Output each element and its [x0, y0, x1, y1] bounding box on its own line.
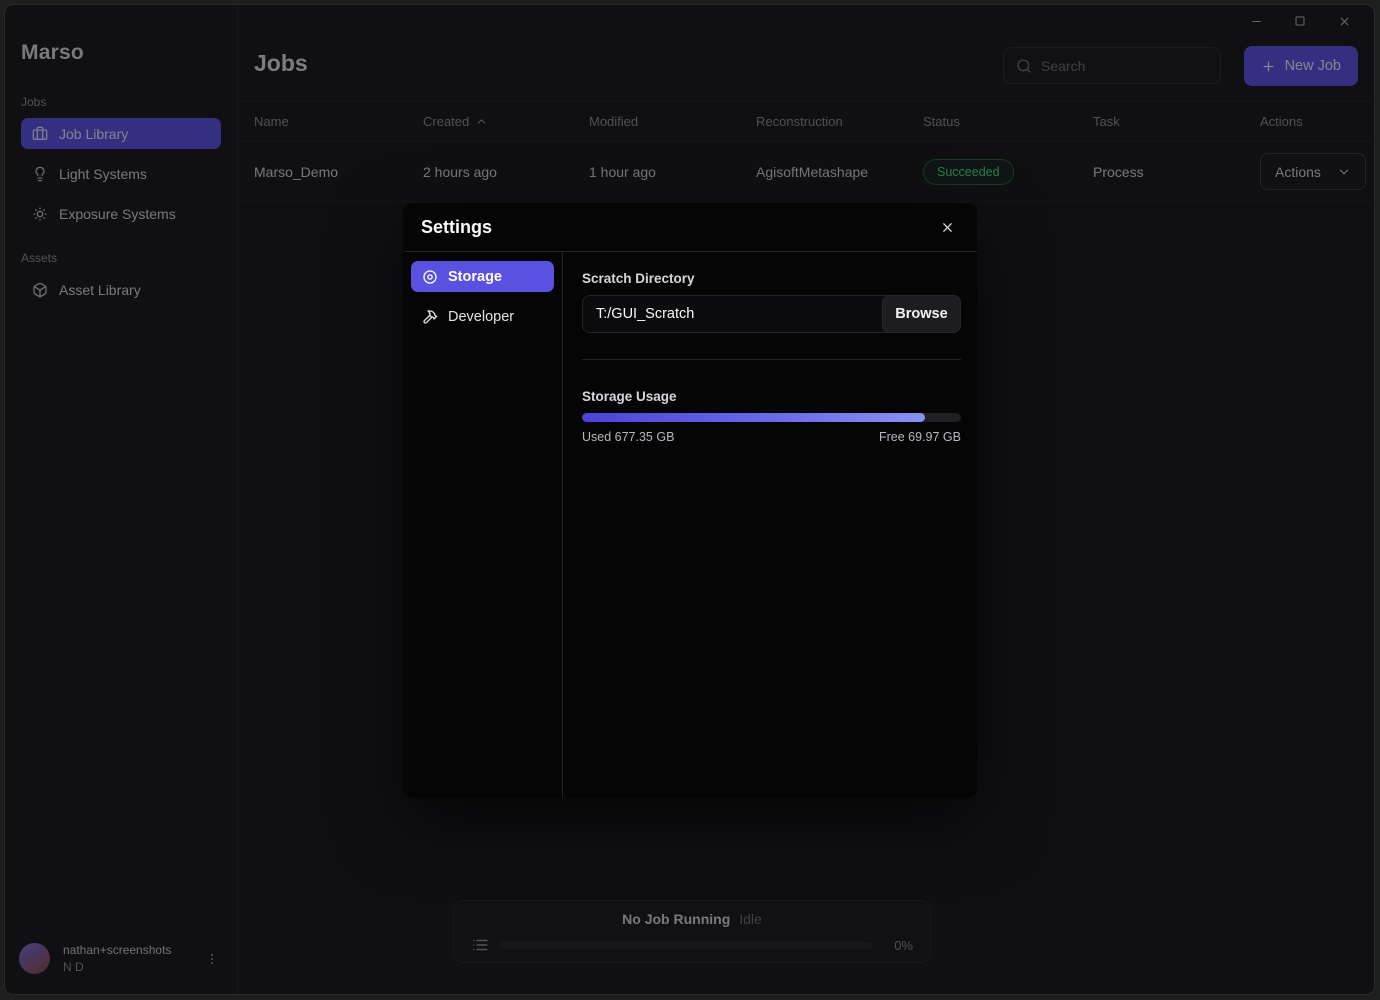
sidebar-item-asset-library[interactable]: Asset Library: [21, 274, 221, 305]
browse-button[interactable]: Browse: [882, 295, 961, 333]
sidebar-item-label: Exposure Systems: [59, 205, 176, 222]
row-actions-button[interactable]: Actions: [1260, 153, 1366, 190]
minimize-icon: [1251, 20, 1261, 22]
search-input[interactable]: [1041, 57, 1191, 74]
section-divider: [582, 359, 961, 360]
settings-modal: Settings Storage Developer Scratch Direc…: [403, 203, 977, 798]
column-header-created[interactable]: Created: [423, 114, 589, 129]
job-progress-percent: 0%: [894, 937, 913, 953]
table-row[interactable]: Marso_Demo 2 hours ago 1 hour ago Agisof…: [238, 142, 1374, 202]
storage-used-label: Used 677.35 GB: [582, 430, 675, 444]
lightbulb-icon: [32, 166, 48, 182]
sidebar-item-job-library[interactable]: Job Library: [21, 118, 221, 149]
cube-icon: [32, 282, 48, 298]
chevron-down-icon: [1339, 169, 1349, 174]
column-header-reconstruction[interactable]: Reconstruction: [756, 114, 843, 129]
disc-icon: [422, 269, 438, 285]
new-job-label: New Job: [1284, 58, 1341, 74]
column-header-status[interactable]: Status: [923, 114, 960, 129]
job-status-title: No Job Running: [622, 911, 731, 927]
tab-developer-label: Developer: [448, 308, 515, 325]
storage-usage-bar: [582, 413, 961, 422]
sidebar: Marso Jobs Job Library Light Systems Exp…: [5, 5, 238, 994]
close-icon: [1340, 17, 1348, 25]
avatar: [19, 943, 50, 974]
storage-usage-label: Storage Usage: [582, 389, 677, 404]
cell-reconstruction: AgisoftMetashape: [756, 163, 869, 180]
cell-created: 2 hours ago: [423, 163, 497, 180]
column-header-name[interactable]: Name: [254, 114, 289, 129]
kebab-menu-icon: [211, 953, 213, 964]
sort-asc-icon: [477, 119, 486, 124]
cell-name: Marso_Demo: [254, 163, 339, 180]
cell-task: Process: [1093, 163, 1144, 180]
user-initials: N D: [63, 960, 84, 974]
column-header-task[interactable]: Task: [1093, 114, 1120, 129]
row-actions-label: Actions: [1275, 163, 1321, 180]
sidebar-item-label: Job Library: [59, 125, 129, 142]
window-minimize-button[interactable]: [1234, 9, 1278, 33]
sidebar-item-light-systems[interactable]: Light Systems: [21, 158, 221, 189]
maximize-icon: [1295, 16, 1305, 26]
storage-free-label: Free 69.97 GB: [879, 430, 961, 444]
window-maximize-button[interactable]: [1278, 9, 1322, 33]
cell-modified: 1 hour ago: [589, 163, 656, 180]
user-account[interactable]: nathan+screenshots N D: [19, 943, 219, 974]
user-name: nathan+screenshots: [63, 943, 172, 957]
sun-icon: [32, 206, 48, 222]
page-title: Jobs: [254, 50, 308, 76]
main-content: Jobs New Job Name Created Modified Recon…: [238, 5, 1374, 994]
window-controls: [1234, 9, 1366, 33]
cell-actions: Actions: [1260, 153, 1366, 190]
settings-tabs: Storage Developer: [403, 252, 563, 798]
column-header-modified[interactable]: Modified: [589, 114, 639, 129]
settings-title: Settings: [421, 216, 493, 237]
app-window: Marso Jobs Job Library Light Systems Exp…: [4, 4, 1375, 995]
sidebar-item-label: Asset Library: [59, 281, 141, 298]
sidebar-section-jobs: Jobs: [21, 95, 47, 109]
job-status-state: Idle: [739, 911, 762, 927]
search-icon: [1017, 58, 1031, 73]
main-header: Jobs New Job: [238, 5, 1374, 101]
scratch-directory-label: Scratch Directory: [582, 271, 695, 286]
job-log-button[interactable]: [471, 936, 489, 954]
job-status-panel: No Job Running Idle 0%: [453, 900, 931, 963]
storage-settings-panel: Scratch Directory Browse Storage Usage U…: [563, 252, 977, 798]
plus-icon: [1263, 61, 1274, 71]
search-box[interactable]: [1003, 47, 1221, 84]
briefcase-icon: [32, 126, 48, 142]
table-header-row: Name Created Modified Reconstruction Sta…: [238, 101, 1374, 142]
storage-usage-fill: [582, 413, 926, 422]
cell-status: Succeeded: [923, 158, 1093, 185]
status-badge: Succeeded: [923, 158, 1014, 185]
list-icon: [472, 939, 488, 951]
sidebar-item-label: Light Systems: [59, 165, 147, 182]
close-icon: [943, 222, 952, 232]
tab-storage-label: Storage: [448, 268, 502, 285]
hammer-icon: [422, 309, 438, 325]
tab-storage[interactable]: Storage: [411, 261, 554, 292]
new-job-button[interactable]: New Job: [1243, 46, 1358, 86]
settings-close-button[interactable]: [936, 216, 959, 239]
sidebar-item-exposure-systems[interactable]: Exposure Systems: [21, 198, 221, 229]
sidebar-section-assets: Assets: [21, 251, 58, 265]
window-close-button[interactable]: [1322, 9, 1366, 33]
job-progress-bar: [499, 941, 873, 949]
column-header-actions: Actions: [1260, 114, 1303, 129]
tab-developer[interactable]: Developer: [411, 301, 554, 332]
user-menu-button[interactable]: [205, 952, 219, 966]
settings-modal-header: Settings: [403, 203, 977, 252]
app-title: Marso: [21, 41, 84, 64]
